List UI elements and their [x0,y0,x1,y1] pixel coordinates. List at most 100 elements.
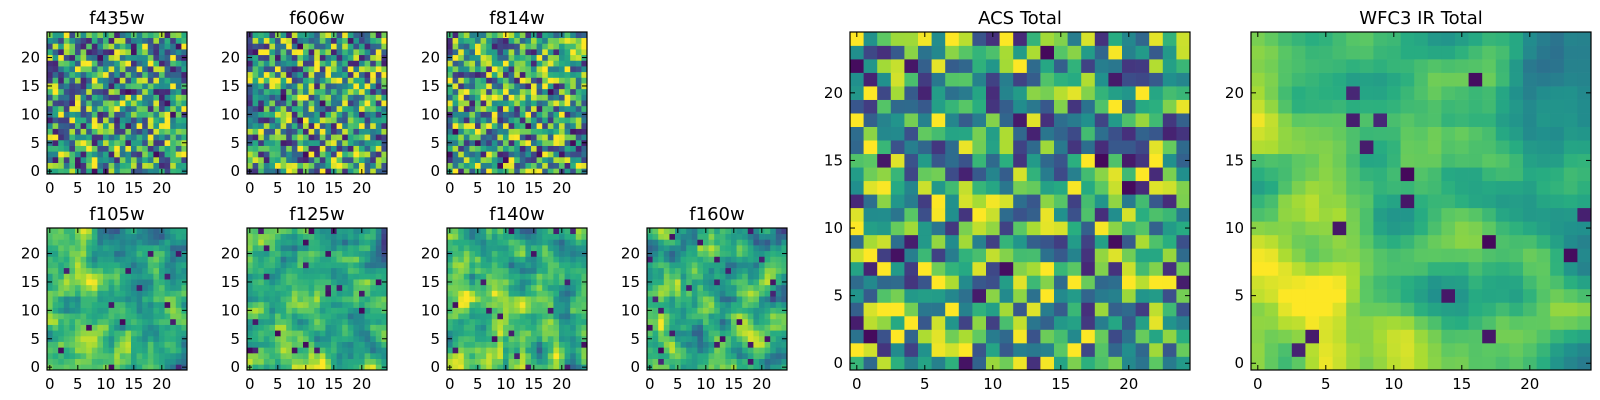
heatmap-cell [575,313,582,320]
heatmap-cell [480,122,487,129]
heatmap-cell [904,275,919,290]
heatmap-cell [331,296,337,303]
heatmap-cell [342,139,349,146]
heatmap-cell [764,358,771,365]
heatmap-cell [890,221,905,236]
heatmap-cell [775,301,782,308]
heatmap-cell [47,233,53,240]
heatmap-cell [497,341,504,348]
heatmap-cell [691,239,698,246]
heatmap-cell [575,122,582,129]
heatmap-cell [1013,302,1028,317]
heatmap-cell [359,94,365,101]
heatmap-cell [263,324,270,331]
heatmap-cell [877,275,892,290]
heatmap-cell [508,347,515,354]
heatmap-cell [931,153,946,168]
heatmap-cell [308,313,315,320]
heatmap-cell [364,117,371,124]
heatmap-cell [325,250,332,257]
heatmap-cell [663,330,670,337]
heatmap-cell [58,49,65,56]
heatmap-cell [314,284,321,291]
heatmap-cell [559,352,565,359]
heatmap-cell [531,245,537,252]
heatmap-cell [359,313,365,320]
heatmap-cell [286,364,293,371]
heatmap-cell [125,66,132,73]
y-tick-label: 10 [421,301,440,319]
heatmap-cell [463,335,470,342]
heatmap-cell [69,139,76,146]
heatmap-cell [91,279,98,286]
heatmap-cell [1122,288,1136,303]
heatmap-cell [945,275,960,290]
heatmap-cell [280,88,287,95]
heatmap-cell [736,267,743,274]
heatmap-cell [547,301,554,308]
heatmap-cell [531,347,537,354]
heatmap-cell [269,330,276,337]
heatmap-cell [480,262,487,269]
heatmap-cell [119,32,126,39]
heatmap-cell [131,105,137,112]
heatmap-cell [297,122,304,129]
heatmap-cell [581,324,588,331]
heatmap-cell [564,94,571,101]
heatmap-cell [269,262,276,269]
heatmap-cell [731,347,737,354]
heatmap-cell [258,267,265,274]
heatmap-cell [314,105,321,112]
heatmap-cell [125,347,132,354]
heatmap-cell [475,49,481,56]
heatmap-cell [463,245,470,252]
heatmap-cell [181,71,188,78]
heatmap-cell [514,290,521,297]
heatmap-cell [319,313,326,320]
heatmap-cell [252,313,259,320]
heatmap-cell [536,318,543,325]
heatmap-cell [581,341,588,348]
heatmap-cell [175,335,182,342]
heatmap-cell [458,330,465,337]
heatmap-cell [131,122,137,129]
heatmap-cell [325,330,332,337]
heatmap-cell [131,313,137,320]
heatmap-cell [297,296,304,303]
x-tick-label: 15 [324,375,343,393]
heatmap-cell [164,105,171,112]
heatmap-cell [52,352,59,359]
heatmap-cell [286,43,293,50]
heatmap-cell [80,49,87,56]
heatmap-cell [263,83,270,90]
heatmap-cell [303,139,309,146]
heatmap-cell [469,364,476,371]
heatmap-cell [581,347,588,354]
heatmap-cell [652,318,659,325]
heatmap-cell [58,239,65,246]
heatmap-cell [452,284,459,291]
heatmap-cell [559,66,565,73]
heatmap-cell [303,49,309,56]
heatmap-cell [47,105,53,112]
heatmap-cell [725,284,732,291]
heatmap-cell [314,94,321,101]
heatmap-cell [181,37,188,44]
heatmap-cell [69,71,76,78]
heatmap-cell [525,162,532,169]
heatmap-cell [142,139,149,146]
heatmap-cell [452,139,459,146]
heatmap-cell [291,94,298,101]
heatmap-cell [252,335,259,342]
heatmap-cell [708,262,715,269]
heatmap-cell [559,49,565,56]
heatmap-cell [269,60,276,67]
heatmap-cell [458,100,465,107]
heatmap-cell [525,37,532,44]
heatmap-cell [931,194,946,209]
heatmap-cell [336,307,343,314]
heatmap-cell [452,145,459,152]
heatmap-cell [1013,180,1028,195]
heatmap-cell [114,324,121,331]
